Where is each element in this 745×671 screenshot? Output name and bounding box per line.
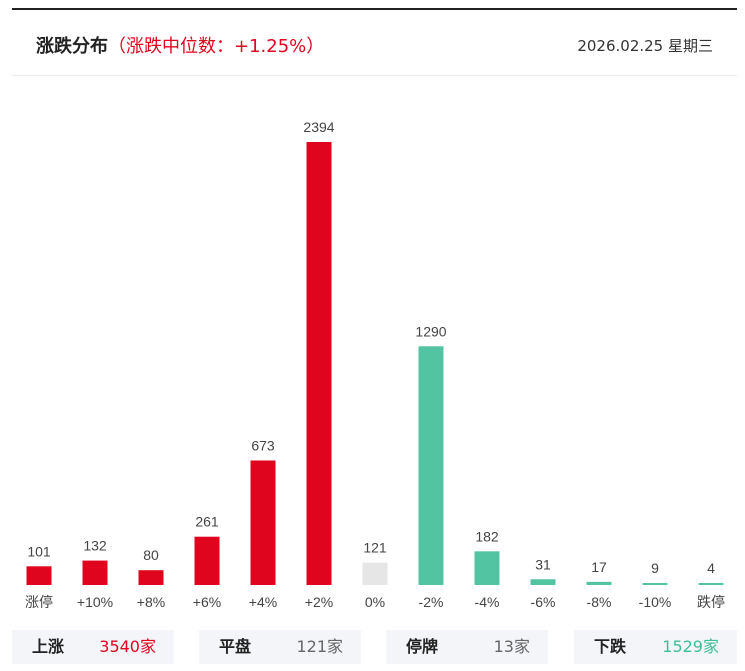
distribution-bar-chart: 101 涨停 132 +10% 80 +8% 261 +6% 673 +4% 2394 +2% 121 0… [25, 119, 725, 610]
value-label-1: 132 [83, 538, 107, 554]
summary-bar: 上涨 3540家 平盘 121家 停牌 13家 下跌 1529家 [12, 630, 737, 664]
category-label-1: +10% [77, 594, 113, 610]
summary-suspended-value: 13家 [493, 637, 530, 656]
summary-suspended-label: 停牌 [406, 637, 439, 656]
page-title: 涨跌分布（涨跌中位数：+1.25%） [36, 32, 324, 58]
category-label-7: -2% [419, 594, 444, 610]
bar-9 [530, 579, 556, 585]
summary-down-label: 下跌 [594, 637, 627, 656]
summary-up-value: 3540家 [99, 637, 156, 656]
value-label-6: 121 [363, 540, 387, 556]
category-label-3: +6% [193, 594, 221, 610]
value-label-8: 182 [475, 528, 499, 544]
value-label-10: 17 [591, 559, 607, 575]
header: 涨跌分布（涨跌中位数：+1.25%） 2026.02.25 星期三 [12, 10, 737, 76]
date-label: 2026.02.25 星期三 [577, 37, 713, 55]
bar-2 [138, 570, 164, 585]
bar-1 [82, 560, 108, 585]
category-label-5: +2% [305, 594, 333, 610]
category-label-11: -10% [639, 594, 672, 610]
value-label-12: 4 [707, 560, 715, 576]
value-label-5: 2394 [303, 119, 334, 135]
median-change-subtitle: （涨跌中位数：+1.25%） [108, 36, 325, 57]
value-label-4: 673 [251, 437, 275, 453]
title-text: 涨跌分布 [36, 36, 108, 57]
summary-down: 下跌 1529家 [574, 630, 737, 664]
bar-0 [26, 566, 52, 585]
category-label-4: +4% [249, 594, 277, 610]
top-rule [12, 8, 737, 10]
category-label-0: 涨停 [25, 594, 53, 610]
summary-flat-label: 平盘 [219, 637, 252, 656]
bar-4 [250, 460, 276, 585]
bar-8 [474, 551, 500, 585]
category-label-2: +8% [137, 594, 165, 610]
category-label-9: -6% [531, 594, 556, 610]
category-label-10: -8% [587, 594, 612, 610]
value-label-7: 1290 [415, 323, 446, 339]
category-label-12: 跌停 [697, 594, 725, 610]
bar-7 [418, 346, 444, 585]
bar-6 [362, 562, 388, 585]
value-label-3: 261 [195, 514, 219, 530]
summary-up: 上涨 3540家 [12, 630, 174, 664]
summary-flat: 平盘 121家 [199, 630, 361, 664]
summary-suspended: 停牌 13家 [386, 630, 548, 664]
value-label-2: 80 [143, 547, 159, 563]
summary-up-label: 上涨 [32, 637, 65, 656]
category-label-8: -4% [475, 594, 500, 610]
bar-10 [586, 581, 612, 585]
value-label-0: 101 [27, 543, 51, 559]
value-label-11: 9 [651, 560, 659, 576]
bar-3 [194, 536, 220, 585]
value-label-9: 31 [535, 556, 551, 572]
bar-12 [698, 583, 724, 585]
summary-down-value: 1529家 [662, 637, 719, 656]
bar-5 [306, 142, 332, 585]
category-label-6: 0% [365, 594, 385, 610]
bar-11 [642, 583, 668, 585]
summary-flat-value: 121家 [296, 637, 343, 656]
